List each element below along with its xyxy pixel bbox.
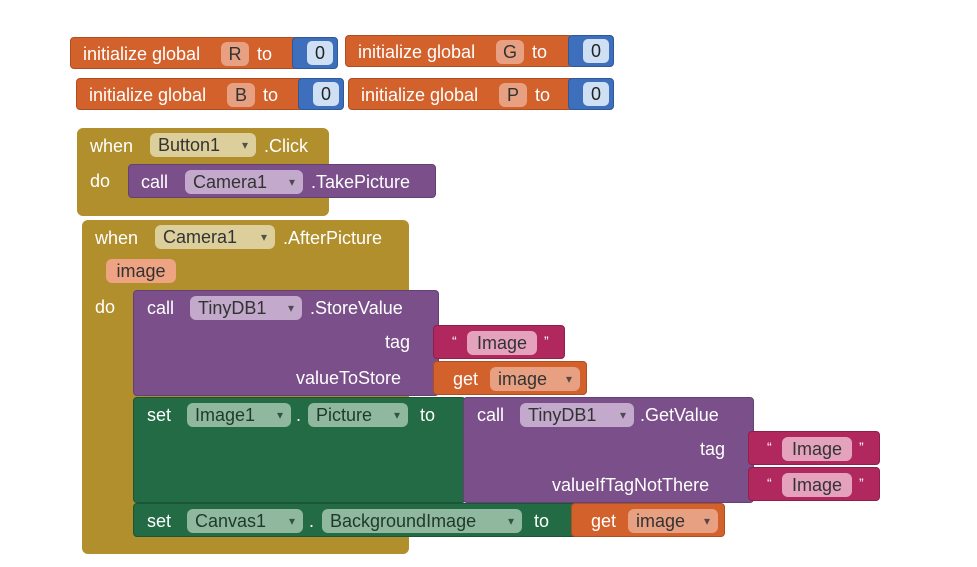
number-field[interactable]: 0 <box>307 41 333 65</box>
set-label: set <box>147 405 172 425</box>
dot-label: . <box>309 511 315 531</box>
number-block-p[interactable]: 0 <box>568 78 614 110</box>
init-global-label: initialize global <box>83 44 201 64</box>
quote-close: ” <box>544 333 549 349</box>
text-block-image-tag[interactable]: “ Image ” <box>748 431 880 465</box>
global-name-field[interactable]: G <box>496 40 524 64</box>
quote-open: “ <box>767 439 772 455</box>
text-block-image-default[interactable]: “ Image ” <box>748 467 880 501</box>
to-label: to <box>535 85 551 105</box>
event-parameter-image[interactable]: image <box>106 259 176 283</box>
call-label: call <box>147 298 175 318</box>
method-label: .TakePicture <box>311 172 411 192</box>
call-label: call <box>477 405 505 425</box>
property-dropdown-backgroundimage[interactable]: BackgroundImage <box>322 509 522 533</box>
text-field[interactable]: Image <box>782 437 852 461</box>
call-label: call <box>141 172 169 192</box>
tag-label: tag <box>700 439 726 459</box>
dot-label: . <box>296 405 302 425</box>
valueiftagnotthere-label: valueIfTagNotThere <box>552 475 710 495</box>
number-field[interactable]: 0 <box>583 82 609 106</box>
get-image-block-canvas[interactable]: get image <box>571 503 725 537</box>
component-dropdown-tinydb1[interactable]: TinyDB1 <box>190 296 302 320</box>
quote-close: ” <box>859 475 864 491</box>
text-block-image[interactable]: “ Image ” <box>433 325 565 359</box>
set-image1-picture-block[interactable]: set Image1 . Picture to <box>133 397 466 503</box>
component-dropdown-button1[interactable]: Button1 <box>150 133 256 157</box>
quote-open: “ <box>452 333 457 349</box>
set-canvas1-backgroundimage-block[interactable]: set Canvas1 . BackgroundImage to <box>133 503 579 537</box>
quote-open: “ <box>767 475 772 491</box>
event-label: .Click <box>264 136 308 156</box>
when-label: when <box>90 136 134 156</box>
call-camera1-takepicture-block[interactable]: call Camera1 .TakePicture <box>128 164 436 198</box>
to-label: to <box>532 42 548 62</box>
global-name-field[interactable]: B <box>227 83 255 107</box>
component-dropdown-camera1[interactable]: Camera1 <box>155 225 275 249</box>
number-field[interactable]: 0 <box>583 39 609 63</box>
init-global-r-block[interactable]: initialize global R to <box>70 37 298 69</box>
variable-dropdown-image[interactable]: image <box>628 509 718 533</box>
init-global-label: initialize global <box>358 42 476 62</box>
init-global-p-block[interactable]: initialize global P to <box>348 78 576 110</box>
component-dropdown-tinydb1[interactable]: TinyDB1 <box>520 403 634 427</box>
global-name-field[interactable]: P <box>499 83 527 107</box>
method-label: .StoreValue <box>310 298 403 318</box>
number-field[interactable]: 0 <box>313 82 339 106</box>
to-label: to <box>263 85 279 105</box>
tag-label: tag <box>385 332 411 352</box>
number-block-g[interactable]: 0 <box>568 35 614 67</box>
to-label: to <box>420 405 436 425</box>
do-label: do <box>90 171 111 191</box>
event-label: .AfterPicture <box>283 228 383 248</box>
call-tinydb1-getvalue-block[interactable]: call TinyDB1 .GetValue tag valueIfTagNot… <box>463 397 754 503</box>
init-global-label: initialize global <box>89 85 207 105</box>
text-field[interactable]: Image <box>467 331 537 355</box>
valuetostore-label: valueToStore <box>296 368 402 388</box>
to-label: to <box>534 511 550 531</box>
variable-dropdown-image[interactable]: image <box>490 367 580 391</box>
property-dropdown-picture[interactable]: Picture <box>308 403 408 427</box>
component-dropdown-image1[interactable]: Image1 <box>187 403 291 427</box>
quote-close: ” <box>859 439 864 455</box>
set-label: set <box>147 511 172 531</box>
number-block-r[interactable]: 0 <box>292 37 338 69</box>
init-global-label: initialize global <box>361 85 479 105</box>
when-label: when <box>95 228 139 248</box>
init-global-b-block[interactable]: initialize global B to <box>76 78 304 110</box>
to-label: to <box>257 44 273 64</box>
call-tinydb1-storevalue-block[interactable]: call TinyDB1 .StoreValue tag valueToStor… <box>133 290 439 396</box>
get-label: get <box>453 369 479 389</box>
do-label: do <box>95 297 116 317</box>
method-label: .GetValue <box>640 405 719 425</box>
get-label: get <box>591 511 617 531</box>
text-field[interactable]: Image <box>782 473 852 497</box>
component-dropdown-canvas1[interactable]: Canvas1 <box>187 509 303 533</box>
component-dropdown-camera1[interactable]: Camera1 <box>185 170 303 194</box>
init-global-g-block[interactable]: initialize global G to <box>345 35 573 67</box>
get-image-block[interactable]: get image <box>433 361 587 395</box>
number-block-b[interactable]: 0 <box>298 78 344 110</box>
global-name-field[interactable]: R <box>221 42 249 66</box>
